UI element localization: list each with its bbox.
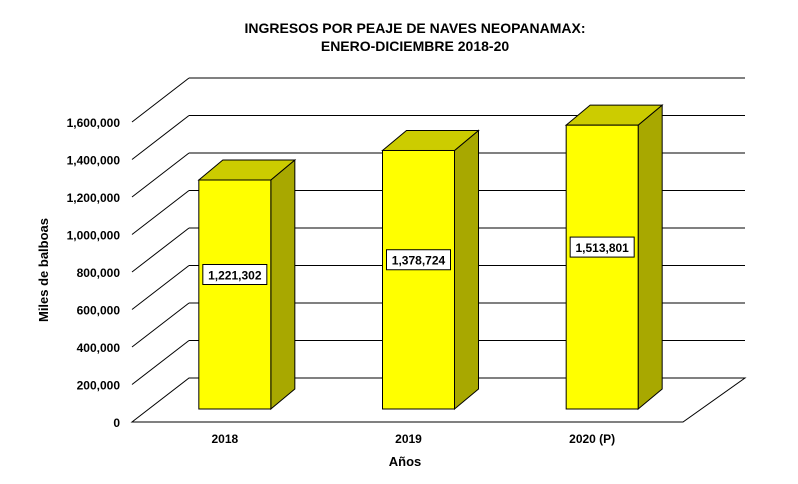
gridline-side [131,152,190,198]
gridline-side [131,115,190,160]
y-axis-label: Miles de balboas [36,218,51,322]
y-tick-label: 600,000 [77,304,121,318]
data-label-box [202,264,268,286]
y-tick-label: 400,000 [77,341,121,355]
data-label: 1,378,724 [392,254,446,268]
y-tick-label: 1,200,000 [67,191,121,205]
y-tick-label: 0 [113,416,120,430]
gridline-side [131,190,190,235]
gridline-side [131,302,190,348]
data-label-box [386,249,451,271]
bar [198,179,272,410]
chart-title: INGRESOS POR PEAJE DE NAVES NEOPANAMAX: [245,20,586,36]
y-tick-label: 1,600,000 [67,116,121,130]
x-axis-label: Años [389,454,422,469]
bar [382,149,455,410]
bar-side [270,158,296,411]
x-tick-label: 2020 (P) [569,432,615,446]
y-tick-label: 1,400,000 [67,154,121,168]
bar [565,124,639,410]
bar-side [637,104,663,411]
x-tick-label: 2019 [395,432,422,446]
chart-subtitle: ENERO-DICIEMBRE 2018-20 [321,38,509,54]
gridline-side [131,340,190,385]
data-label-box [569,236,635,258]
data-label: 1,221,302 [208,269,262,283]
gridline-side [131,77,190,123]
x-tick-label: 2018 [211,432,238,446]
data-label: 1,513,801 [575,241,629,255]
gridline-side [131,265,190,310]
gridline-side [131,227,190,273]
y-tick-label: 800,000 [77,266,121,280]
y-tick-label: 200,000 [77,379,121,393]
y-tick-label: 1,000,000 [67,229,121,243]
plot-area: 0 200,000 400,000 600,000 800,000 1,000,000 1,… [67,77,747,446]
bar-side [454,129,479,411]
